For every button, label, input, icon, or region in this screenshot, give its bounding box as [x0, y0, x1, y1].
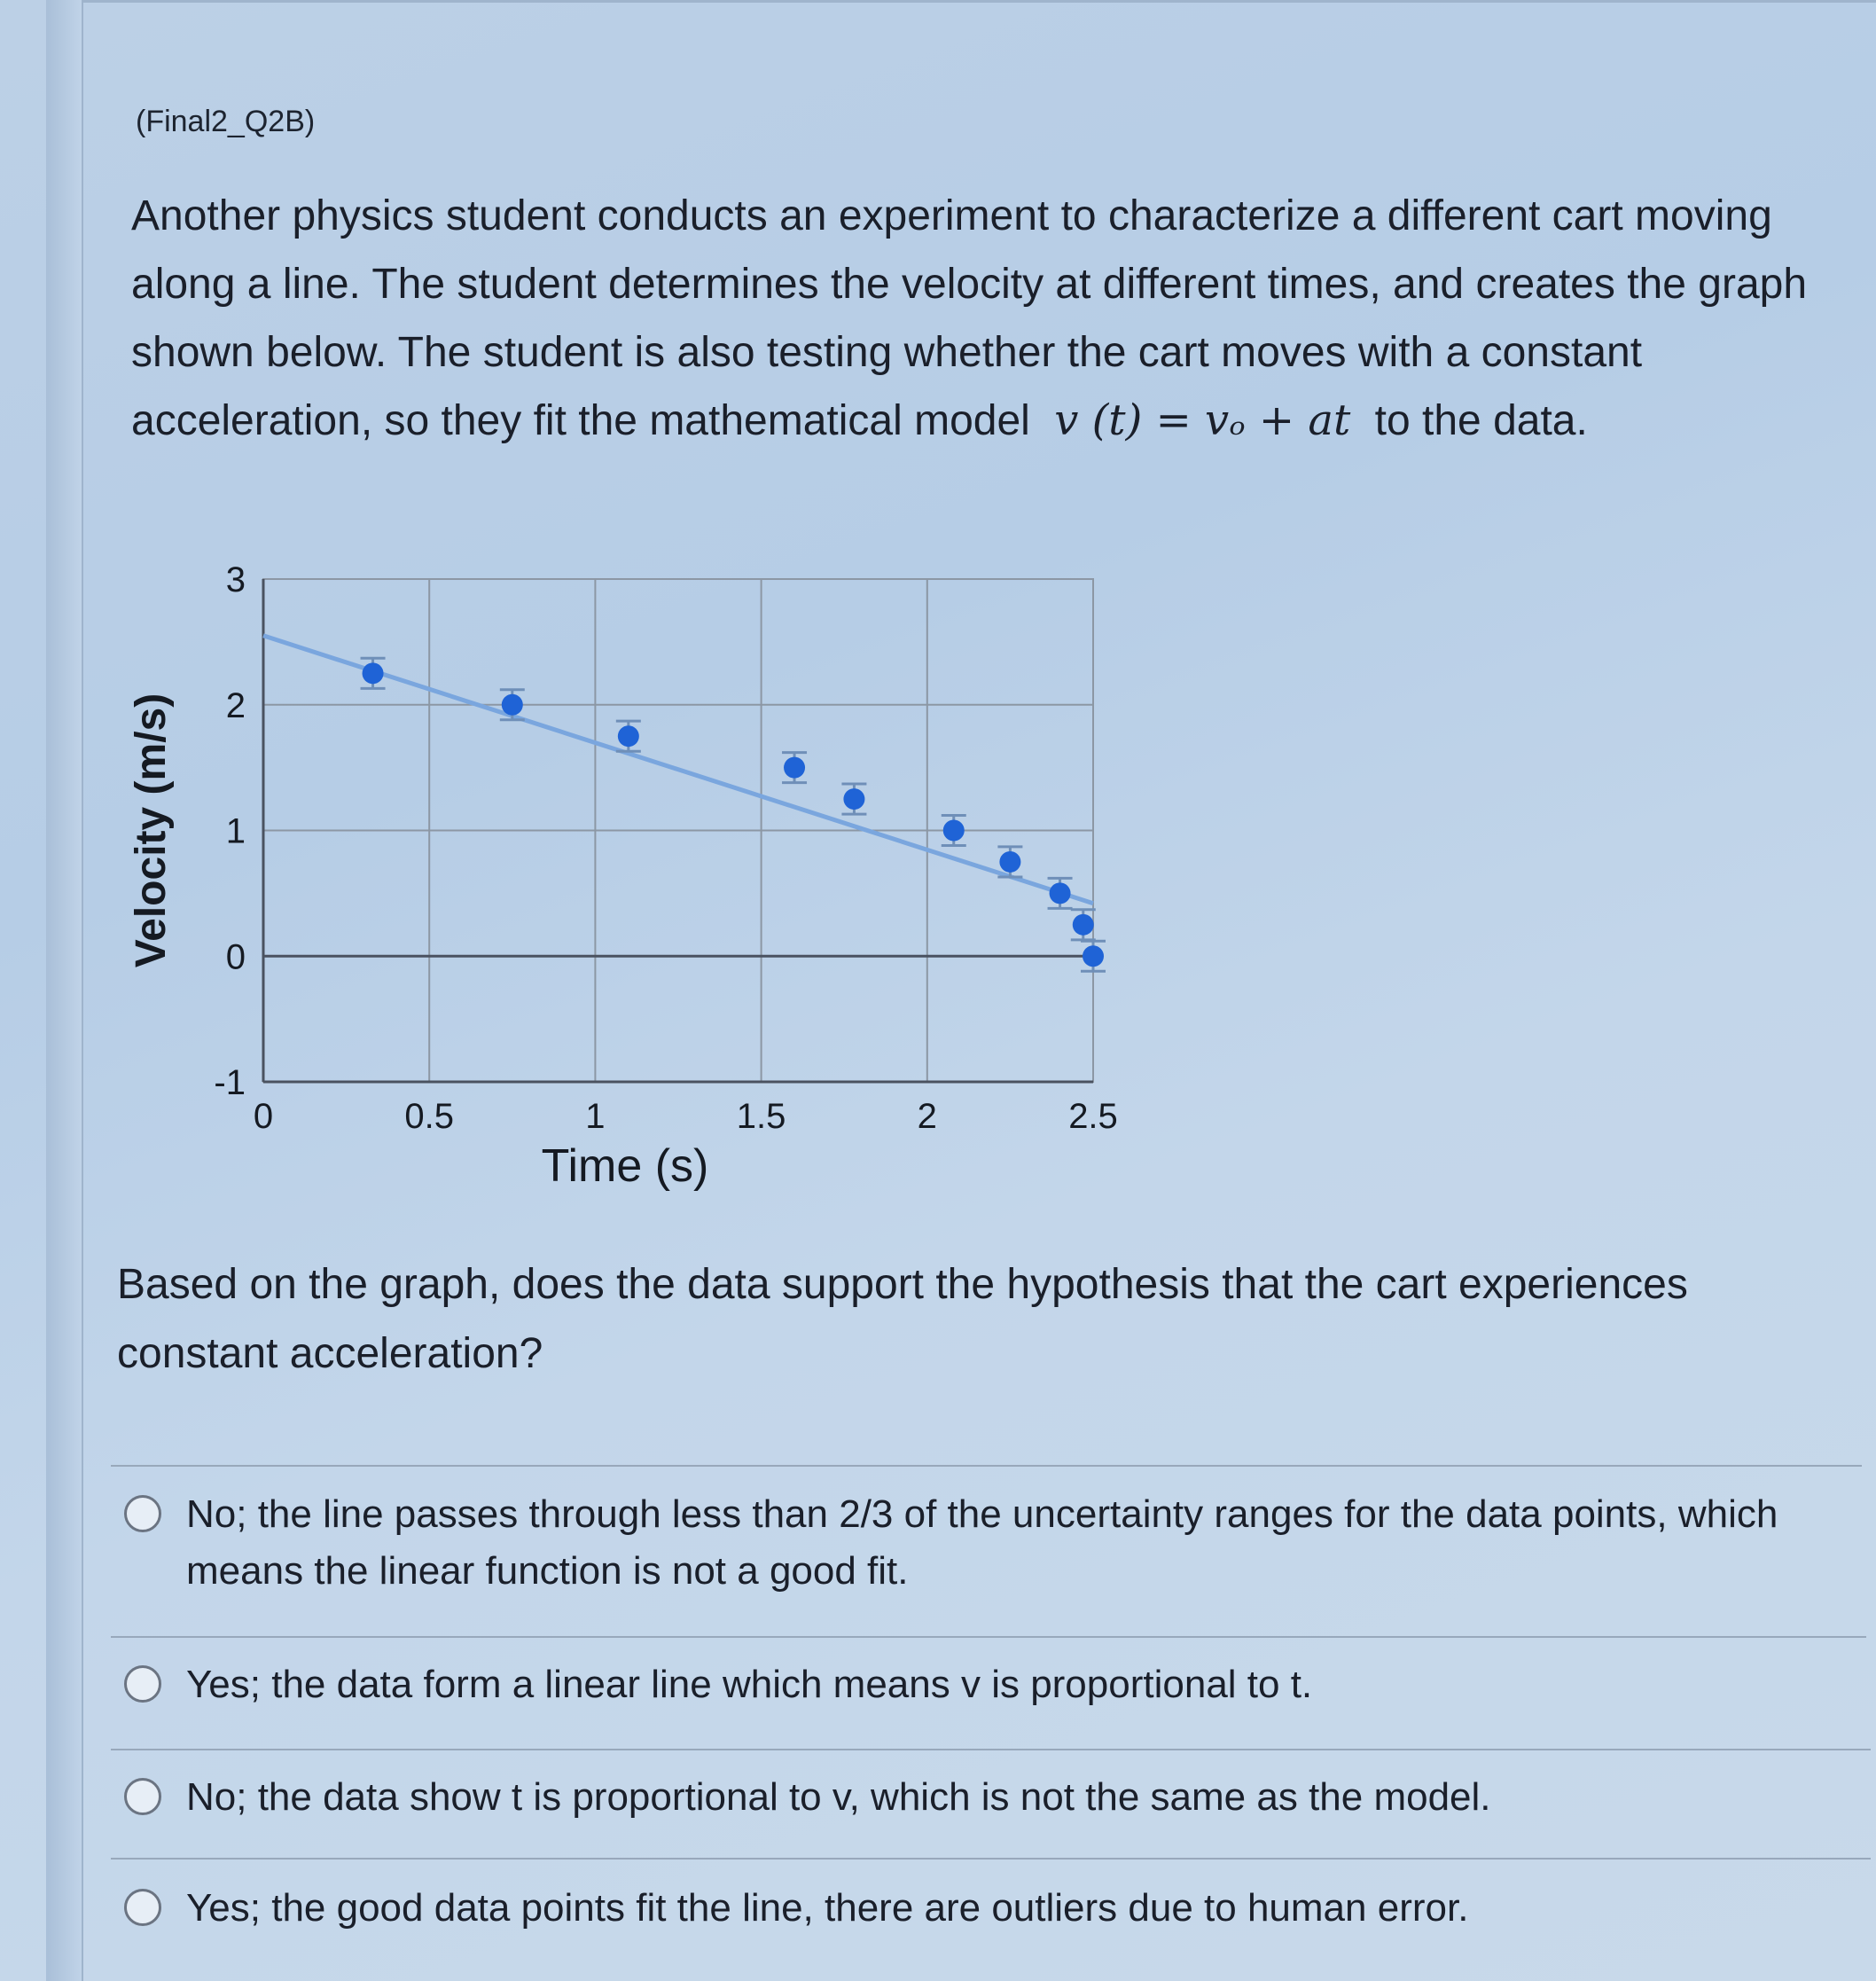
y-tick-label: -1 — [214, 1063, 246, 1102]
stem-text: Another physics student conducts an expe… — [131, 192, 1808, 444]
divider — [111, 1749, 1871, 1750]
page-edge — [46, 0, 83, 1981]
option-label: Yes; the good data points fit the line, … — [186, 1886, 1469, 1930]
radio-button[interactable] — [124, 1778, 161, 1815]
option-label: No; the line passes through less than 2/… — [186, 1492, 1778, 1593]
data-point — [1083, 945, 1104, 967]
x-tick-label: 2 — [918, 1097, 937, 1136]
x-tick-label: 0.5 — [404, 1097, 454, 1136]
data-point — [501, 693, 523, 716]
x-tick-label: 0 — [254, 1097, 273, 1136]
y-axis-title: Velocity (m/s) — [128, 693, 175, 967]
radio-button[interactable] — [124, 1495, 161, 1532]
answer-option-3[interactable]: No; the data show t is proportional to v… — [124, 1769, 1853, 1826]
data-point — [784, 756, 806, 779]
y-tick-label: 3 — [226, 560, 246, 599]
fit-line — [262, 633, 1094, 906]
model-formula: v (t) = vₒ + at — [1054, 395, 1351, 445]
x-tick-label: 1 — [585, 1097, 605, 1136]
question-prompt: Based on the graph, does the data suppor… — [117, 1261, 1688, 1377]
radio-button[interactable] — [124, 1889, 161, 1926]
data-point — [942, 819, 965, 842]
option-label: Yes; the data form a linear line which m… — [186, 1663, 1313, 1706]
divider — [111, 1858, 1871, 1860]
question-stem: Another physics student conducts an expe… — [131, 182, 1851, 455]
data-point — [1049, 882, 1071, 904]
answer-option-2[interactable]: Yes; the data form a linear line which m… — [124, 1656, 1853, 1713]
page-top-edge — [82, 0, 1876, 3]
y-tick-label: 1 — [226, 812, 246, 851]
stem-after: to the data. — [1374, 397, 1588, 444]
divider — [111, 1636, 1866, 1638]
y-tick-label: 2 — [226, 686, 246, 725]
data-point — [843, 788, 865, 810]
x-tick-label: 2.5 — [1068, 1097, 1118, 1136]
divider — [111, 1465, 1862, 1467]
data-point — [999, 850, 1021, 873]
data-point — [362, 662, 384, 685]
question-id: (Final2_Q2B) — [136, 105, 316, 138]
x-tick-label: 1.5 — [737, 1097, 786, 1136]
y-tick-label: 0 — [226, 937, 246, 976]
radio-button[interactable] — [124, 1665, 161, 1703]
data-point — [617, 725, 639, 748]
data-point — [1072, 913, 1094, 936]
option-label: No; the data show t is proportional to v… — [186, 1775, 1491, 1819]
answer-option-1[interactable]: No; the line passes through less than 2/… — [124, 1486, 1853, 1600]
x-axis-title: Time (s) — [542, 1140, 709, 1192]
answer-option-4[interactable]: Yes; the good data points fit the line, … — [124, 1880, 1853, 1937]
